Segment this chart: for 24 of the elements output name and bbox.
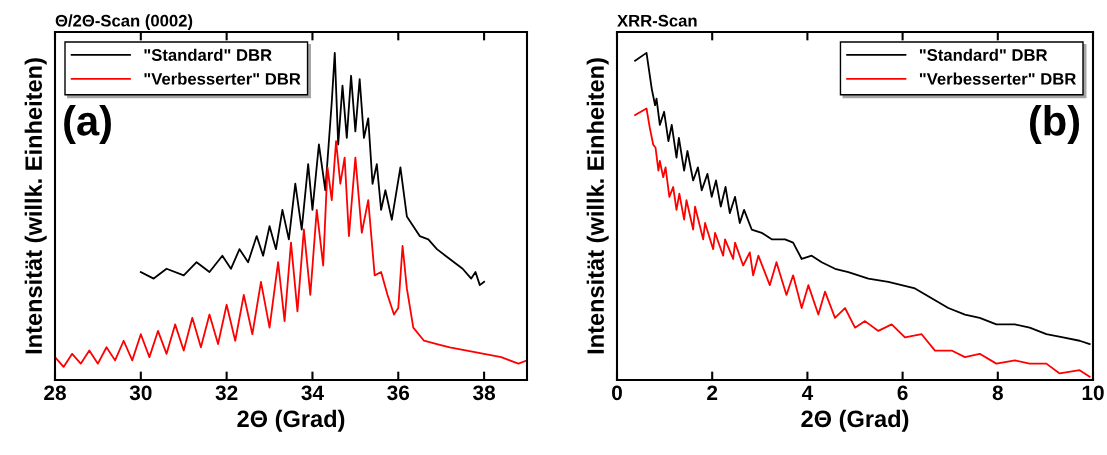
x-tick-label: 4 (801, 385, 814, 400)
x-tick-label: 36 (387, 385, 410, 401)
annotation: (a) (64, 105, 111, 144)
legend-label: "Standard" DBR (919, 48, 1048, 61)
x-axis-title: 2Θ (Grad) (801, 409, 909, 432)
x-tick-label: 2 (707, 385, 718, 400)
chart-title: Θ/2Θ-Scan (0002) (55, 14, 193, 30)
x-tick-label: 30 (129, 385, 152, 401)
x-tick-label: 10 (1082, 385, 1104, 401)
x-tick-label: 28 (44, 385, 66, 401)
legend-label: "Standard" DBR (144, 48, 272, 61)
legend-label: "Verbesserter" DBR (919, 72, 1076, 85)
x-tick-label: 8 (992, 385, 1003, 401)
x-tick-label: 6 (897, 385, 908, 401)
x-tick-label: 34 (301, 385, 324, 401)
x-tick-label: 38 (472, 385, 496, 401)
chart-title: XRR-Scan (617, 14, 697, 27)
x-tick-label: 0 (612, 385, 622, 401)
x-axis-title: 2Θ (Grad) (237, 409, 345, 432)
x-tick-label: 32 (215, 385, 238, 401)
y-axis-title: Intensität (willk. Einheiten) (24, 58, 47, 354)
annotation: (b) (1029, 105, 1080, 144)
legend-label: "Verbesserter" DBR (144, 72, 301, 85)
y-axis-title: Intensität (willk. Einheiten) (586, 58, 609, 354)
